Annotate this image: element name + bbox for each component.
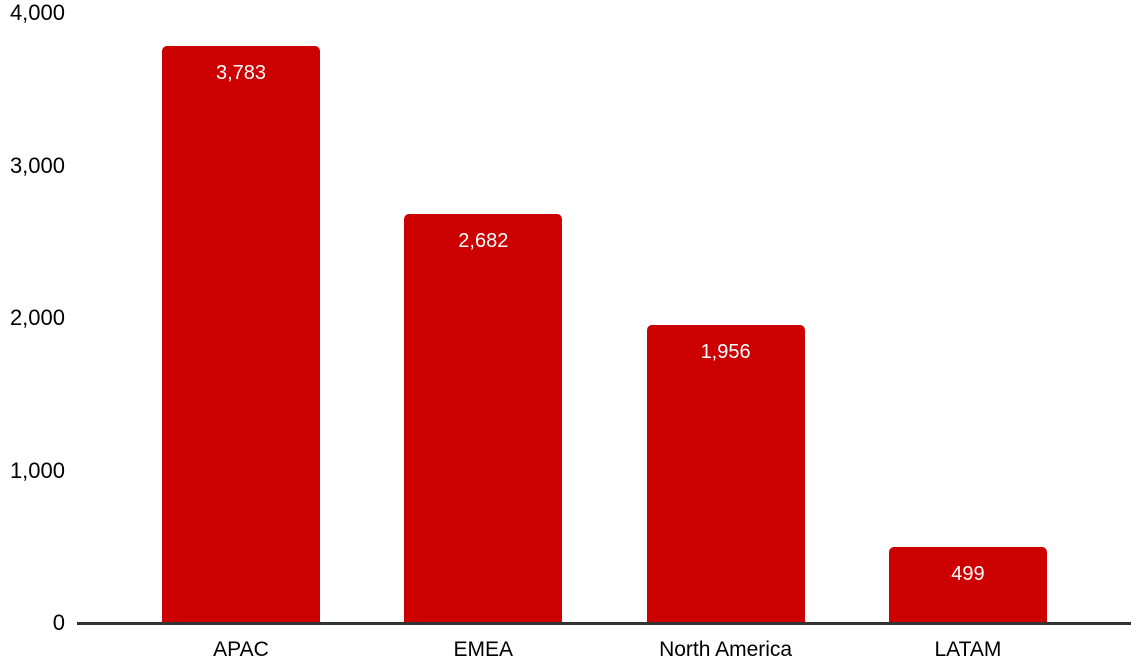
x-axis-category-label: APAC — [213, 638, 269, 661]
bar-value-label: 2,682 — [458, 229, 509, 252]
y-axis-tick-label: 0 — [52, 610, 65, 635]
bar — [404, 213, 563, 623]
y-axis-tick-label: 1,000 — [9, 457, 65, 483]
x-axis-line — [77, 622, 1131, 625]
bar — [646, 324, 805, 623]
x-axis-category-label: EMEA — [453, 638, 514, 661]
y-axis-tick-label: 4,000 — [9, 0, 65, 25]
bar — [162, 46, 320, 623]
x-axis-category-label: North America — [659, 638, 793, 661]
x-axis-category-label: LATAM — [934, 638, 1002, 661]
y-axis-tick-label: 2,000 — [9, 305, 65, 330]
bar — [888, 546, 1047, 623]
bar-value-label: 499 — [951, 562, 985, 585]
bar-value-label: 1,956 — [700, 340, 751, 363]
y-axis-tick-label: 3,000 — [9, 152, 65, 178]
bar-value-label: 3,783 — [215, 62, 267, 85]
